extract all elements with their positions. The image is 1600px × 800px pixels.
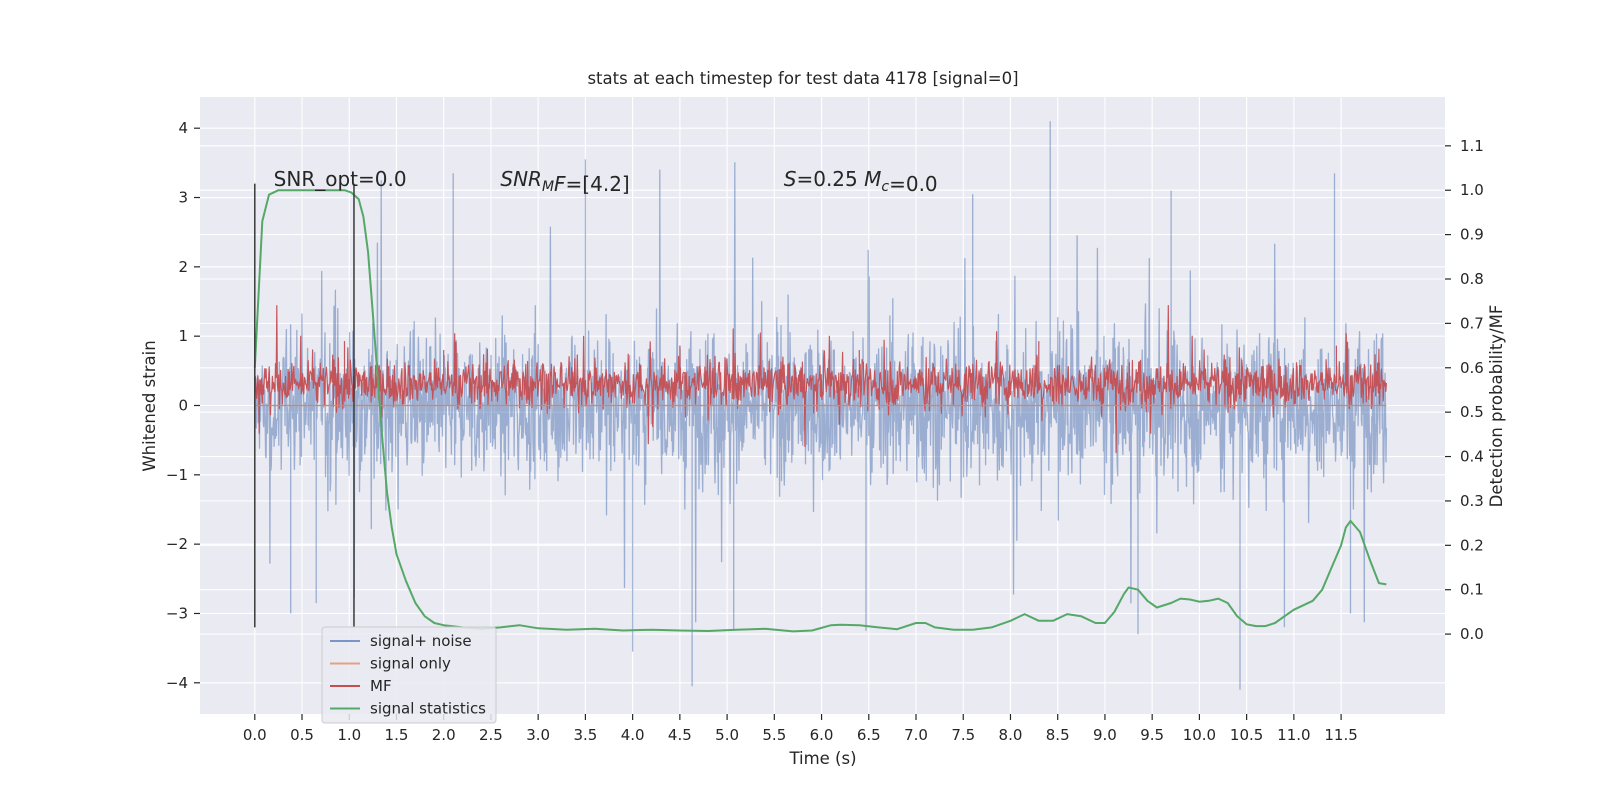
x-tick-label: 2.5 [479, 726, 503, 744]
y-right-tick-label: 1.0 [1460, 181, 1484, 199]
y-right-tick-label: 1.1 [1460, 137, 1484, 155]
y-right-tick-label: 0.2 [1460, 536, 1484, 554]
annotation-text: SNR_opt=0.0 [274, 167, 407, 191]
y-right-tick-label: 0.1 [1460, 581, 1484, 599]
x-tick-label: 4.5 [668, 726, 692, 744]
x-tick-label: 0.0 [243, 726, 267, 744]
y-right-tick-label: 0.9 [1460, 226, 1484, 244]
annotation-part: =[4.2] [566, 172, 630, 196]
annotation-text: S=0.25 Mc=0.0 [784, 167, 938, 196]
legend: signal+ noise signal only MF signal statist… [321, 626, 497, 724]
x-tick-label: 6.5 [857, 726, 881, 744]
chart-title: stats at each timestep for test data 417… [587, 69, 1018, 88]
x-tick-label: 11.5 [1324, 726, 1357, 744]
y-right-tick-label: 0.7 [1460, 314, 1484, 332]
signal-noise-series [254, 121, 1388, 690]
y-axis-label: Whitened strain [140, 340, 159, 471]
y-right-tick-label: 0.3 [1460, 492, 1484, 510]
y-tick-label: −2 [166, 535, 188, 553]
x-tick-label: 9.0 [1093, 726, 1117, 744]
annotation-text: SNRMF=[4.2] [500, 167, 629, 196]
x-tick-label: 4.0 [621, 726, 645, 744]
y-right-axis-ticks: 0.0 0.1 0.2 0.3 0.4 0.5 0.6 0.7 0.8 0.9 1.0 1.1 [1445, 137, 1484, 643]
y-right-tick-label: 0.0 [1460, 625, 1484, 643]
x-tick-label: 2.0 [432, 726, 456, 744]
y-tick-label: −4 [166, 674, 188, 692]
annotation-part: M [864, 167, 881, 191]
y-right-tick-label: 0.6 [1460, 359, 1484, 377]
x-axis-ticks: 0.0 0.5 1.0 1.5 2.0 2.5 3.0 3.5 4.0 4.5 5.0 5.5 6.0 6… [243, 714, 1358, 744]
x-axis-label: Time (s) [788, 749, 856, 768]
annotation-part: S [784, 167, 797, 191]
annotation-part: F [554, 172, 566, 196]
x-tick-label: 10.5 [1230, 726, 1263, 744]
x-tick-label: 7.0 [904, 726, 928, 744]
y-tick-label: 0 [178, 397, 188, 415]
x-tick-label: 10.0 [1183, 726, 1216, 744]
annotation-part: M [542, 179, 554, 195]
legend-label: MF [370, 677, 392, 695]
y-tick-label: 2 [178, 258, 188, 276]
series-line [254, 121, 1388, 690]
x-tick-label: 3.0 [526, 726, 550, 744]
x-tick-label: 8.0 [999, 726, 1023, 744]
x-tick-label: 9.5 [1140, 726, 1164, 744]
x-tick-label: 1.0 [337, 726, 361, 744]
annotations: SNR_opt=0.0 SNRMF=[4.2] S=0.25 Mc=0.0 [274, 167, 938, 196]
y-tick-label: 3 [178, 189, 188, 207]
mf-series [254, 305, 1387, 454]
legend-label: signal only [370, 655, 451, 673]
x-tick-label: 6.0 [810, 726, 834, 744]
vertical-markers [254, 183, 355, 628]
x-tick-label: 1.5 [385, 726, 409, 744]
y-right-tick-label: 0.5 [1460, 403, 1484, 421]
y-tick-label: −1 [166, 466, 188, 484]
x-tick-label: 3.5 [573, 726, 597, 744]
x-tick-label: 5.5 [762, 726, 786, 744]
y-right-axis-label: Detection probability/MF [1487, 305, 1506, 508]
y-axis-ticks: −4 −3 −2 −1 0 1 2 3 4 [166, 119, 200, 692]
annotation-part: =0.25 [796, 167, 864, 191]
x-tick-label: 5.0 [715, 726, 739, 744]
legend-label: signal+ noise [370, 632, 472, 650]
annotation-part: SNR [500, 167, 542, 191]
annotation-part: =0.0 [889, 172, 938, 196]
signal-statistics-series [253, 189, 1387, 633]
y-tick-label: 4 [178, 119, 188, 137]
series-line [253, 189, 1387, 633]
y-right-tick-label: 0.8 [1460, 270, 1484, 288]
y-right-tick-label: 0.4 [1460, 448, 1484, 466]
annotation-part: SNR_opt=0.0 [274, 167, 407, 191]
series-line [254, 305, 1387, 454]
legend-label: signal statistics [370, 700, 486, 718]
y-tick-label: 1 [178, 327, 188, 345]
annotation-part: c [881, 179, 889, 195]
x-tick-label: 11.0 [1277, 726, 1310, 744]
legend-box [321, 626, 497, 724]
x-tick-label: 8.5 [1046, 726, 1070, 744]
x-tick-label: 7.5 [951, 726, 975, 744]
x-tick-label: 0.5 [290, 726, 314, 744]
y-tick-label: −3 [166, 604, 188, 622]
